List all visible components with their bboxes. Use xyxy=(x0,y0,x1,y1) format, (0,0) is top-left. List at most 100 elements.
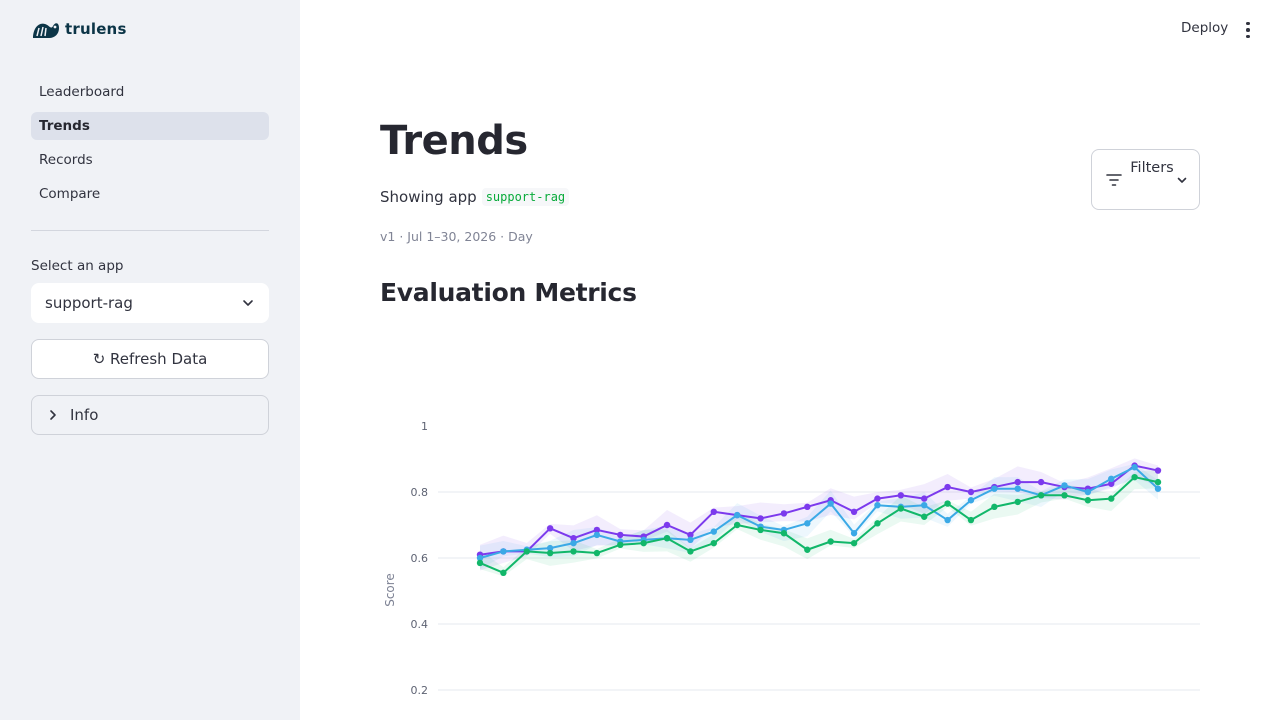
y-tick-label: 0.8 xyxy=(411,486,429,499)
refresh-data-label: ↻ Refresh Data xyxy=(92,350,208,368)
section-title: Evaluation Metrics xyxy=(380,278,637,307)
series-3-point xyxy=(850,539,858,547)
series-2-line xyxy=(479,466,1159,559)
series-2-point xyxy=(804,520,811,527)
series-3-point xyxy=(897,505,905,512)
filters-label: Filters xyxy=(1130,160,1174,176)
chevron-down-icon xyxy=(243,300,253,306)
filters-button[interactable]: Filters xyxy=(1091,149,1200,210)
sidebar-item-trends[interactable]: Trends xyxy=(31,112,269,140)
sidebar: trulens Leaderboard Trends Records Compa… xyxy=(0,0,300,720)
series-3-point xyxy=(593,549,601,557)
series-1-point xyxy=(617,531,624,539)
sidebar-item-leaderboard[interactable]: Leaderboard xyxy=(39,84,125,100)
series-1-point xyxy=(780,510,788,517)
series-2-point xyxy=(546,544,554,552)
showing-app-prefix: Showing app xyxy=(380,188,477,206)
y-tick-label: 1 xyxy=(421,420,428,433)
series-3-point xyxy=(1014,498,1021,506)
showing-app-line: Showing app support-rag xyxy=(380,188,570,206)
series-3-point xyxy=(687,548,694,555)
sidebar-item-records[interactable]: Records xyxy=(39,152,93,168)
sidebar-item-compare[interactable]: Compare xyxy=(39,186,101,202)
series-1-point xyxy=(710,508,717,515)
series-1-line xyxy=(479,464,1159,556)
series-2-point xyxy=(874,502,881,509)
logo[interactable]: trulens xyxy=(31,16,127,42)
series-2-point xyxy=(827,500,834,507)
series-3-point xyxy=(944,500,951,507)
filter-icon xyxy=(1106,174,1122,186)
info-expander[interactable]: Info xyxy=(31,395,269,435)
series-3-point xyxy=(1154,478,1162,486)
y-tick-label: 0.4 xyxy=(411,618,429,631)
y-axis-label: Score xyxy=(383,573,397,607)
series-3-point xyxy=(640,539,647,547)
refresh-data-button[interactable]: ↻ Refresh Data xyxy=(31,339,269,379)
chevron-down-icon xyxy=(1177,177,1187,183)
app-code-badge: support-rag xyxy=(481,188,570,206)
sidebar-nav: Leaderboard Trends Records Compare xyxy=(31,78,269,214)
series-1-point xyxy=(663,521,671,529)
sidebar-divider xyxy=(31,230,269,231)
series-3-point xyxy=(757,526,764,534)
series-1-point xyxy=(850,508,858,515)
series-3-point xyxy=(827,538,834,545)
series-3-point xyxy=(780,530,788,537)
series-3-point xyxy=(991,503,998,511)
series-3-point xyxy=(874,520,881,527)
series-2-point xyxy=(1131,464,1138,471)
series-1-point xyxy=(897,492,905,499)
series-2-point xyxy=(921,502,928,509)
series-3-point xyxy=(1131,473,1138,481)
series-3-point xyxy=(921,513,928,520)
series-3-point xyxy=(1084,497,1092,504)
series-3-point xyxy=(546,549,554,557)
series-1-point xyxy=(944,483,951,491)
series-2-point xyxy=(1061,482,1068,489)
series-3-point xyxy=(710,539,717,547)
series-1-point xyxy=(1014,478,1021,486)
series-3-point xyxy=(967,516,975,524)
series-3-band xyxy=(480,469,1158,577)
series-2-point xyxy=(733,511,741,519)
series-3-point xyxy=(1037,492,1045,499)
evaluation-metrics-chart: 1 0.8 0.6 0.4 0.2 Score xyxy=(383,420,1200,697)
app-select-value: support-rag xyxy=(45,294,133,312)
series-1-point xyxy=(1154,467,1162,474)
series-1-point xyxy=(570,535,577,542)
series-1-point xyxy=(804,503,811,511)
series-2-point xyxy=(1154,485,1162,492)
series-1-point xyxy=(593,526,601,534)
series-2-point xyxy=(570,539,577,547)
y-tick-label: 0.2 xyxy=(411,684,429,697)
series-2-point xyxy=(687,536,694,544)
app-select[interactable]: support-rag xyxy=(31,283,269,323)
series-3-point xyxy=(500,569,507,577)
series-2-point xyxy=(1108,475,1115,482)
version-date-meta: v1 · Jul 1–30, 2026 · Day xyxy=(380,229,533,244)
series-1-point xyxy=(687,531,694,539)
chevron-right-icon xyxy=(50,410,56,420)
series-3-line xyxy=(479,476,1159,574)
series-3-point xyxy=(617,541,624,548)
series-3-point xyxy=(663,535,671,542)
deploy-button[interactable]: Deploy xyxy=(1181,20,1229,36)
series-3-point xyxy=(1061,492,1068,499)
page-title: Trends xyxy=(380,118,528,164)
more-options-icon[interactable] xyxy=(1240,20,1256,40)
series-2-point xyxy=(991,485,998,492)
series-3-point xyxy=(523,548,530,555)
series-1-point xyxy=(1108,480,1115,487)
series-2-point xyxy=(593,531,601,539)
series-2-point xyxy=(710,528,717,535)
series-1-point xyxy=(967,488,975,496)
series-2-point xyxy=(476,554,484,562)
series-2-point xyxy=(1014,485,1021,492)
series-2-point xyxy=(500,548,507,555)
series-2-point xyxy=(967,497,975,504)
info-label: Info xyxy=(70,406,99,424)
y-tick-label: 0.6 xyxy=(411,552,429,565)
series-2-point xyxy=(944,516,951,524)
series-2-point xyxy=(850,530,858,537)
